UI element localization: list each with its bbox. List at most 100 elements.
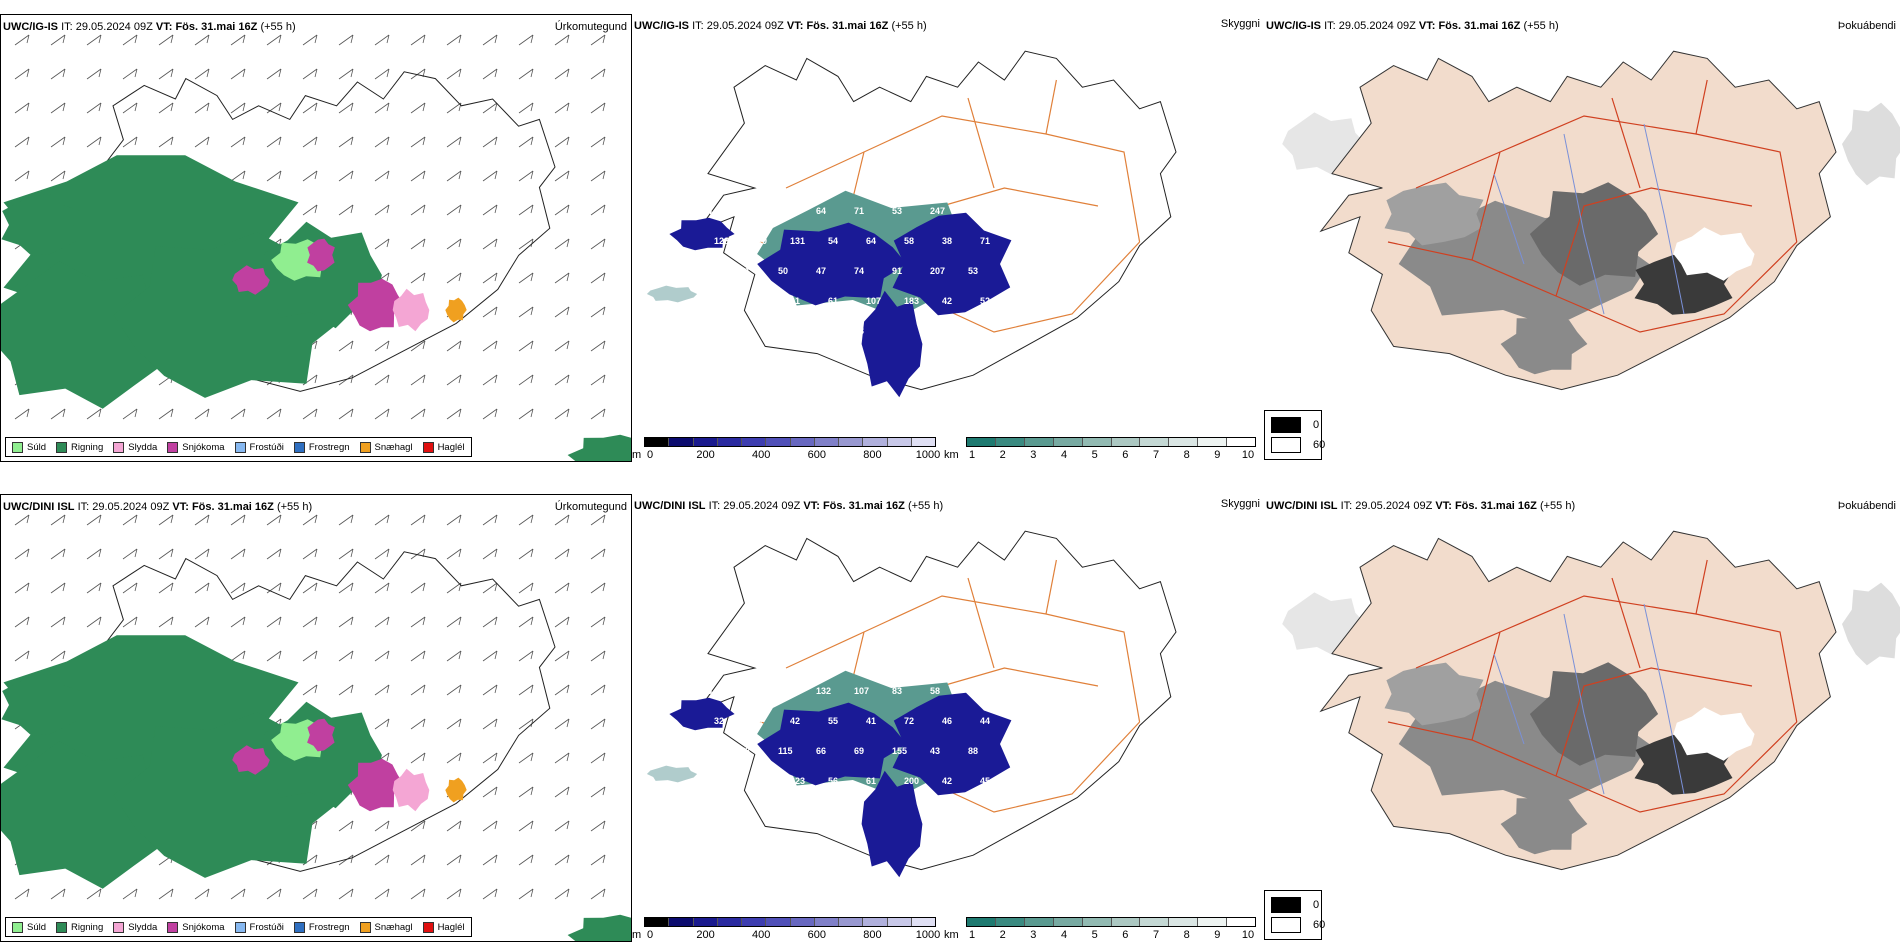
wind-barb-staff <box>518 582 534 594</box>
wind-barb <box>266 102 282 114</box>
wind-barb <box>590 306 606 318</box>
wind-barb-flag <box>170 68 174 78</box>
wind-barb-flag <box>386 820 390 830</box>
wind-barb-flag <box>422 272 426 282</box>
wind-barb-flag <box>422 888 426 898</box>
panel-title: Úrkomutegund <box>554 501 627 513</box>
wind-barb-staff <box>374 718 390 730</box>
legend-swatch <box>167 441 179 453</box>
road-line <box>1045 79 1057 135</box>
wind-barb-flag <box>278 582 282 592</box>
visibility-label: 33 <box>702 806 712 816</box>
wind-barb <box>122 548 138 560</box>
wind-barb-staff <box>338 136 354 148</box>
wind-barb-flag <box>602 170 606 180</box>
colorbar-tick: 1 <box>968 929 976 941</box>
sleet-area <box>392 768 430 812</box>
wind-barb-flag <box>386 548 390 558</box>
fog-haze <box>1842 102 1900 186</box>
wind-barb-staff <box>482 408 498 420</box>
visibility-label: 66 <box>816 746 826 756</box>
wind-barb-flag <box>314 34 318 44</box>
precip-legend: Súld Rigning Slydda Snjókoma Frostúði Frostre… <box>5 437 472 457</box>
wind-barb <box>446 238 462 250</box>
wind-barb-staff <box>554 752 570 764</box>
wind-barb-flag <box>206 408 210 418</box>
wind-barb-staff <box>374 374 390 386</box>
wind-barb-staff <box>482 684 498 696</box>
vt-value: Fös. 31.mai 16Z <box>1454 500 1537 512</box>
wind-barb-flag <box>602 820 606 830</box>
wind-barb <box>482 854 498 866</box>
wind-barb-flag <box>530 306 534 316</box>
wind-barb-staff <box>554 102 570 114</box>
wind-barb-flag <box>494 238 498 248</box>
wind-barb-staff <box>374 650 390 662</box>
wind-barb-flag <box>206 34 210 44</box>
wind-barb <box>266 650 282 662</box>
wind-barb-staff <box>122 34 138 46</box>
wind-barb <box>410 408 426 420</box>
wind-barb <box>122 888 138 900</box>
wind-barb-staff <box>446 888 462 900</box>
wind-barb-staff <box>446 514 462 526</box>
wind-barb-staff <box>410 340 426 352</box>
wind-barb-flag <box>314 408 318 418</box>
wind-barb-flag <box>350 548 354 558</box>
legend-swatch <box>12 441 23 453</box>
wind-barb <box>482 306 498 318</box>
visibility-area <box>646 285 698 303</box>
wind-barb-flag <box>386 272 390 282</box>
wind-barb <box>374 888 390 900</box>
wind-barb-flag <box>494 204 498 214</box>
panel-title: Þokuábendi <box>1837 500 1896 512</box>
visibility-label: 40 <box>702 746 712 756</box>
wind-barb-staff <box>230 102 246 114</box>
wind-barb-flag <box>458 718 462 728</box>
wind-barb-staff <box>482 306 498 318</box>
visibility-label: 92 <box>778 686 788 696</box>
wind-barb <box>518 306 534 318</box>
wind-barb <box>86 616 102 628</box>
wind-barb <box>302 204 318 216</box>
wind-barb <box>554 786 570 798</box>
wind-barb-staff <box>482 888 498 900</box>
fog-clear-area <box>1673 707 1755 761</box>
low-cloud-area <box>892 692 1012 796</box>
wind-barb <box>410 650 426 662</box>
colorbar-unit: m <box>632 929 642 941</box>
fog-label-60: 60 <box>1313 919 1326 931</box>
wind-barb-flag <box>98 888 102 898</box>
wind-barb <box>266 136 282 148</box>
wind-barb-flag <box>350 68 354 78</box>
wind-barb-flag <box>458 408 462 418</box>
wind-barb-staff <box>590 170 606 182</box>
panel-header: UWC/DINI ISL IT: 29.05.2024 09Z VT: Fös.… <box>3 501 312 513</box>
wind-barb <box>14 408 30 420</box>
wind-barb-flag <box>602 888 606 898</box>
wind-barb-flag <box>62 170 66 180</box>
colorbar-tick: 200 <box>696 929 715 941</box>
wind-barb-flag <box>314 820 318 830</box>
visibility-label: 50 <box>778 266 788 276</box>
colorbar-cell <box>693 918 718 926</box>
wind-barb <box>158 408 174 420</box>
wind-barb-staff <box>122 582 138 594</box>
wind-barb <box>86 408 102 420</box>
wind-barb <box>158 68 174 80</box>
wind-barb-staff <box>410 582 426 594</box>
wind-barb <box>518 718 534 730</box>
colorbar-cell <box>766 438 791 446</box>
vt-label: VT: <box>172 501 189 513</box>
wind-barb-flag <box>134 34 138 44</box>
sleet-area <box>392 288 430 332</box>
wind-barb-staff <box>14 102 30 114</box>
wind-barb <box>374 238 390 250</box>
wind-barb-staff <box>482 616 498 628</box>
road-line <box>1415 631 1501 669</box>
wind-barb-staff <box>374 102 390 114</box>
wind-barb-flag <box>494 68 498 78</box>
colorbar-tick: 2 <box>999 449 1006 461</box>
visibility-label: 69 <box>854 746 864 756</box>
colorbar-tick: 5 <box>1091 449 1098 461</box>
